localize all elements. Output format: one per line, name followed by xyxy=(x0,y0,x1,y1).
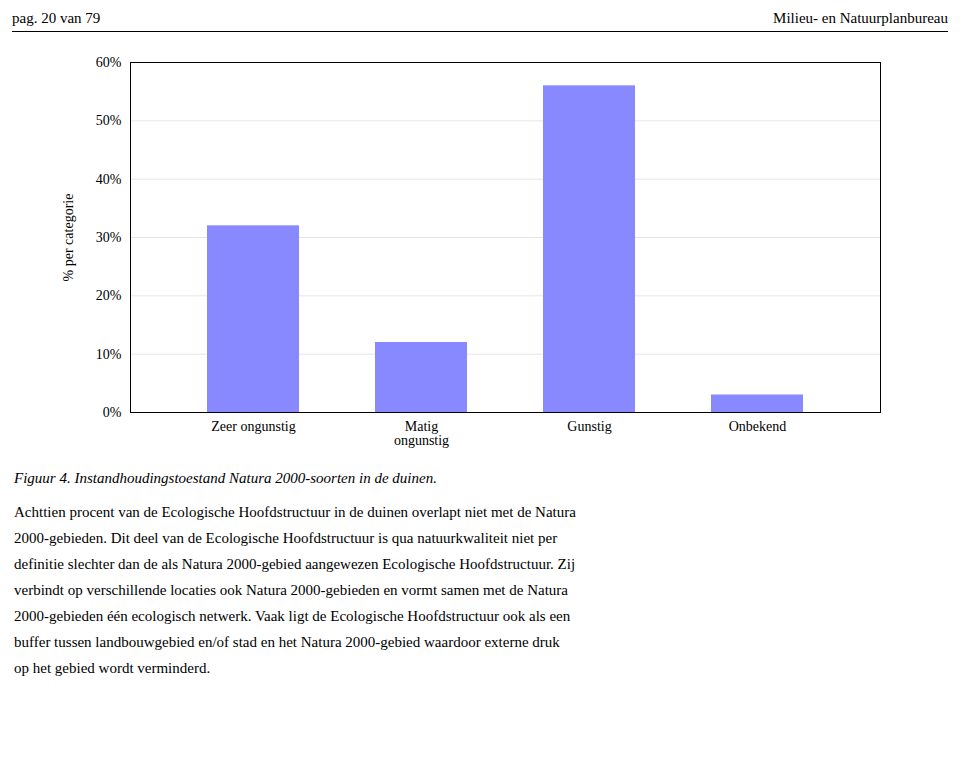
html-text:definitie slechter dan de als: definitie slechter dan de als Natura 200… xyxy=(14,556,575,572)
html-text:Milieu- en Natuurplanbureau: Milieu- en Natuurplanbureau xyxy=(773,10,948,26)
html-text:verbindt op verschillende loca: verbindt op verschillende locaties ook N… xyxy=(14,582,568,598)
svg-text:Gunstig: Gunstig xyxy=(567,419,611,434)
svg-text:20%: 20% xyxy=(96,288,122,303)
html-text:pag. 20 van 79: pag. 20 van 79 xyxy=(12,10,101,26)
svg-text:% per categorie: % per categorie xyxy=(61,194,76,282)
html-text:Figuur 4. Instandhoudingstoest: Figuur 4. Instandhoudingstoestand Natura… xyxy=(14,470,437,486)
svg-text:40%: 40% xyxy=(96,172,122,187)
svg-text:0%: 0% xyxy=(103,405,122,420)
html-text:Achttien procent van de Ecolog: Achttien procent van de Ecologische Hoof… xyxy=(14,504,576,520)
svg-text:Zeer ongunstig: Zeer ongunstig xyxy=(211,419,295,434)
html-text:2000-gebieden. Dit deel van de: 2000-gebieden. Dit deel van de Ecologisc… xyxy=(14,530,558,546)
html-text:op het gebied wordt verminderd: op het gebied wordt verminderd. xyxy=(14,660,211,676)
svg-text:50%: 50% xyxy=(96,113,122,128)
svg-text:30%: 30% xyxy=(96,230,122,245)
html-text:buffer tussen landbouwgebied e: buffer tussen landbouwgebied en/of stad … xyxy=(14,634,560,650)
svg-text:Matigongunstig: Matigongunstig xyxy=(394,419,449,448)
html-text:2000-gebieden één ecologisch n: 2000-gebieden één ecologisch netwerk. Va… xyxy=(14,608,571,624)
svg-text:10%: 10% xyxy=(96,347,122,362)
svg-text:Onbekend: Onbekend xyxy=(729,419,787,434)
svg-text:60%: 60% xyxy=(96,55,122,70)
